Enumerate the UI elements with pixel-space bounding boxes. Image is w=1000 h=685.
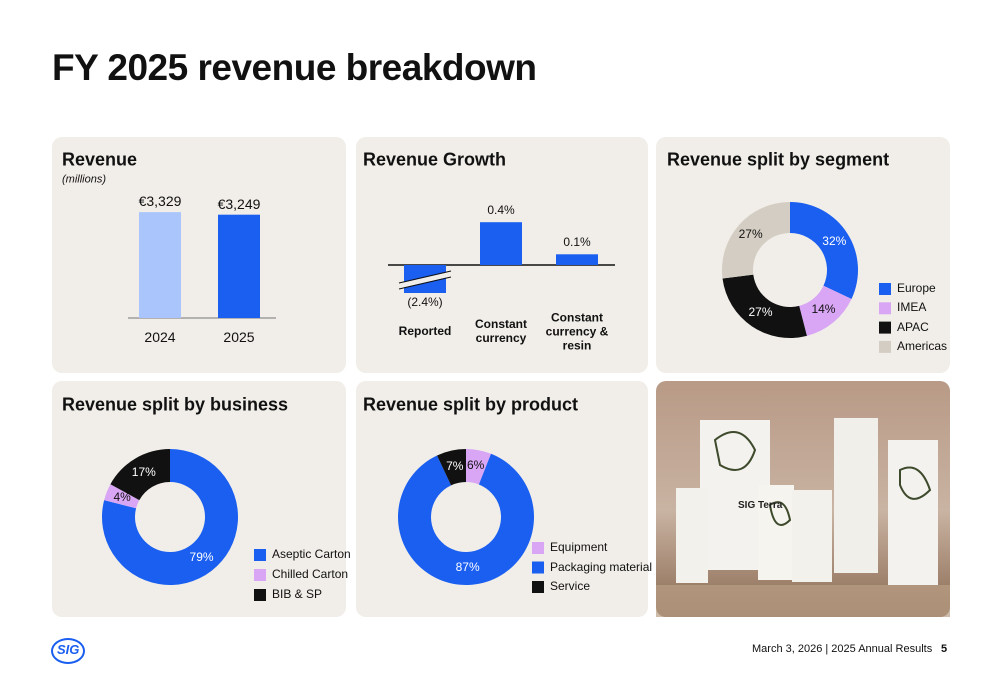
donut-slice <box>110 449 170 501</box>
category-label: Reported <box>398 324 452 339</box>
donut-slice <box>722 202 790 279</box>
donut-slice <box>799 285 852 336</box>
break-mark <box>398 270 452 284</box>
chart-title: Revenue split by business <box>62 394 289 415</box>
panel <box>52 137 346 373</box>
bar <box>139 212 181 318</box>
value-label: (2.4%) <box>407 295 443 310</box>
donut-slice <box>102 449 239 585</box>
legend-label: Aseptic Carton <box>272 547 351 562</box>
legend-label: Service <box>550 579 591 594</box>
slide-title: FY 2025 revenue breakdown <box>52 47 537 88</box>
legend-label: APAC <box>897 319 929 334</box>
product-photo <box>656 381 950 617</box>
donut-slice <box>466 449 492 485</box>
value-label: 14% <box>811 302 836 317</box>
value-label: 0.4% <box>487 203 515 218</box>
value-label: 17% <box>131 464 156 479</box>
value-label: 4% <box>113 490 131 505</box>
chart-title: Revenue Growth <box>363 149 507 170</box>
value-label: €3,329 <box>138 193 182 210</box>
legend-label: Europe <box>897 281 936 296</box>
bar <box>556 254 598 265</box>
legend-swatch <box>254 549 266 561</box>
donut-slice <box>437 449 466 486</box>
logo-ring <box>51 638 85 664</box>
page-number: 5 <box>941 643 948 655</box>
value-label: 6% <box>466 458 485 473</box>
photo-label: SIG Terra <box>738 500 783 511</box>
value-label: €3,249 <box>217 195 261 212</box>
chart-subtitle: (millions) <box>62 173 106 186</box>
legend-label: Packaging material <box>550 559 653 574</box>
value-label: 87% <box>455 560 480 575</box>
legend-swatch <box>532 581 544 593</box>
legend-swatch <box>879 302 891 315</box>
footer: March 3, 2026 | 2025 Annual Results <box>752 643 933 655</box>
legend-swatch <box>254 569 266 581</box>
legend-swatch <box>879 283 891 295</box>
category-label: Constant currency & resin <box>545 310 609 352</box>
legend-label: Chilled Carton <box>272 567 349 582</box>
category-label: 2024 <box>144 328 176 345</box>
category-label: Constant currency <box>475 317 527 345</box>
chart-title: Revenue split by product <box>363 394 579 415</box>
legend-label: BIB & SP <box>272 587 323 602</box>
category-label: 2025 <box>223 328 255 345</box>
legend-swatch <box>532 561 544 574</box>
value-label: 27% <box>738 227 763 242</box>
bar <box>480 222 522 265</box>
donut-slice <box>722 274 807 338</box>
legend-swatch <box>879 340 891 353</box>
legend-swatch <box>254 589 266 601</box>
legend-label: Americas <box>897 338 948 353</box>
donut-slice <box>790 202 858 299</box>
value-label: 79% <box>189 549 214 564</box>
logo: SIG <box>57 642 80 657</box>
value-label: 7% <box>446 458 464 473</box>
legend-swatch <box>879 321 891 334</box>
bar <box>218 214 260 318</box>
value-label: 0.1% <box>563 235 591 250</box>
value-label: 27% <box>748 305 773 320</box>
legend-swatch <box>532 542 544 554</box>
break-mark <box>398 271 452 289</box>
legend-label: Equipment <box>550 540 608 555</box>
donut-slice <box>398 453 534 585</box>
value-label: 32% <box>822 233 847 248</box>
chart-title: Revenue split by segment <box>667 149 890 170</box>
chart-title: Revenue <box>62 149 138 170</box>
legend-label: IMEA <box>897 300 927 315</box>
break-mark <box>398 276 452 290</box>
donut-slice <box>104 484 140 509</box>
